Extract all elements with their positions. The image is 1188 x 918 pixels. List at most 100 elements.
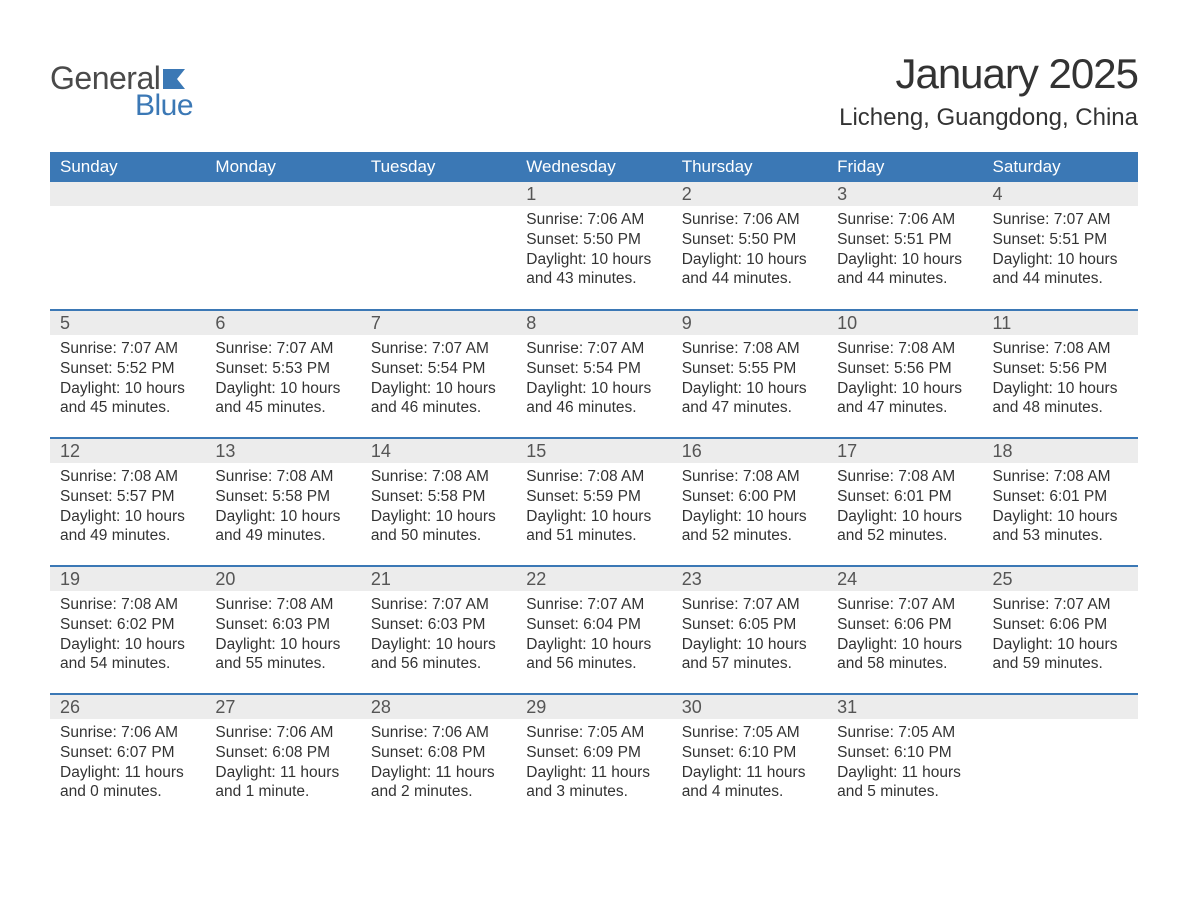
day-header-row: SundayMondayTuesdayWednesdayThursdayFrid… bbox=[50, 152, 1138, 182]
daylight-line: Daylight: 10 hours and 58 minutes. bbox=[837, 635, 972, 675]
day-body: Sunrise: 7:08 AMSunset: 6:01 PMDaylight:… bbox=[827, 463, 982, 552]
day-cell: 31Sunrise: 7:05 AMSunset: 6:10 PMDayligh… bbox=[827, 694, 982, 822]
day-number: 2 bbox=[672, 182, 827, 206]
day-body: Sunrise: 7:08 AMSunset: 6:01 PMDaylight:… bbox=[983, 463, 1138, 552]
day-body: Sunrise: 7:06 AMSunset: 5:50 PMDaylight:… bbox=[516, 206, 671, 295]
day-cell: 3Sunrise: 7:06 AMSunset: 5:51 PMDaylight… bbox=[827, 182, 982, 310]
day-number: 24 bbox=[827, 567, 982, 591]
daylight-line: Daylight: 10 hours and 43 minutes. bbox=[526, 250, 661, 290]
day-number: 27 bbox=[205, 695, 360, 719]
day-number: 22 bbox=[516, 567, 671, 591]
day-body: Sunrise: 7:07 AMSunset: 5:54 PMDaylight:… bbox=[516, 335, 671, 424]
day-number bbox=[205, 182, 360, 206]
day-cell: 22Sunrise: 7:07 AMSunset: 6:04 PMDayligh… bbox=[516, 566, 671, 694]
day-cell: 25 Sunrise: 7:07 AMSunset: 6:06 PMDayligh… bbox=[983, 566, 1138, 694]
day-body: Sunrise: 7:08 AMSunset: 5:56 PMDaylight:… bbox=[983, 335, 1138, 424]
day-header: Tuesday bbox=[361, 152, 516, 182]
daylight-line: Daylight: 10 hours and 52 minutes. bbox=[837, 507, 972, 547]
day-cell: 19Sunrise: 7:08 AMSunset: 6:02 PMDayligh… bbox=[50, 566, 205, 694]
day-number: 28 bbox=[361, 695, 516, 719]
day-number: 4 bbox=[983, 182, 1138, 206]
sunrise-line: Sunrise: 7:06 AM bbox=[682, 210, 817, 230]
sunrise-line: Sunrise: 7:06 AM bbox=[371, 723, 506, 743]
sunrise-line: Sunrise: 7:07 AM bbox=[371, 595, 506, 615]
sunrise-line: Sunrise: 7:07 AM bbox=[526, 595, 661, 615]
daylight-line: Daylight: 11 hours and 2 minutes. bbox=[371, 763, 506, 803]
sunset-line: Sunset: 6:06 PM bbox=[993, 615, 1128, 635]
day-cell bbox=[205, 182, 360, 310]
sunset-line: Sunset: 6:10 PM bbox=[682, 743, 817, 763]
day-cell: 18Sunrise: 7:08 AMSunset: 6:01 PMDayligh… bbox=[983, 438, 1138, 566]
sunset-line: Sunset: 5:53 PM bbox=[215, 359, 350, 379]
daylight-line: Daylight: 10 hours and 56 minutes. bbox=[371, 635, 506, 675]
sunrise-line: Sunrise: 7:07 AM bbox=[682, 595, 817, 615]
daylight-line: Daylight: 11 hours and 1 minute. bbox=[215, 763, 350, 803]
day-body: Sunrise: 7:06 AMSunset: 6:07 PMDaylight:… bbox=[50, 719, 205, 808]
sunrise-line: Sunrise: 7:06 AM bbox=[215, 723, 350, 743]
day-cell: 13Sunrise: 7:08 AMSunset: 5:58 PMDayligh… bbox=[205, 438, 360, 566]
day-cell: 20Sunrise: 7:08 AMSunset: 6:03 PMDayligh… bbox=[205, 566, 360, 694]
sunrise-line: Sunrise: 7:08 AM bbox=[837, 467, 972, 487]
daylight-line: Daylight: 10 hours and 59 minutes. bbox=[993, 635, 1128, 675]
sunrise-line: Sunrise: 7:07 AM bbox=[837, 595, 972, 615]
day-number: 5 bbox=[50, 311, 205, 335]
day-number: 25 bbox=[983, 567, 1138, 591]
daylight-line: Daylight: 10 hours and 52 minutes. bbox=[682, 507, 817, 547]
sunrise-line: Sunrise: 7:07 AM bbox=[993, 210, 1128, 230]
day-number: 17 bbox=[827, 439, 982, 463]
day-body: Sunrise: 7:05 AMSunset: 6:10 PMDaylight:… bbox=[672, 719, 827, 808]
day-body: Sunrise: 7:08 AMSunset: 6:00 PMDaylight:… bbox=[672, 463, 827, 552]
daylight-line: Daylight: 10 hours and 53 minutes. bbox=[993, 507, 1128, 547]
sunset-line: Sunset: 5:51 PM bbox=[993, 230, 1128, 250]
day-body: Sunrise: 7:07 AMSunset: 5:54 PMDaylight:… bbox=[361, 335, 516, 424]
day-cell: 14Sunrise: 7:08 AMSunset: 5:58 PMDayligh… bbox=[361, 438, 516, 566]
day-body: Sunrise: 7:07 AMSunset: 5:51 PMDaylight:… bbox=[983, 206, 1138, 295]
sunset-line: Sunset: 6:09 PM bbox=[526, 743, 661, 763]
day-body: Sunrise: 7:08 AMSunset: 5:59 PMDaylight:… bbox=[516, 463, 671, 552]
title-block: January 2025 Licheng, Guangdong, China bbox=[839, 50, 1138, 132]
daylight-line: Daylight: 11 hours and 0 minutes. bbox=[60, 763, 195, 803]
sunset-line: Sunset: 5:56 PM bbox=[993, 359, 1128, 379]
daylight-line: Daylight: 10 hours and 45 minutes. bbox=[215, 379, 350, 419]
logo: General Blue bbox=[50, 50, 193, 123]
sunrise-line: Sunrise: 7:08 AM bbox=[60, 467, 195, 487]
day-cell: 9Sunrise: 7:08 AMSunset: 5:55 PMDaylight… bbox=[672, 310, 827, 438]
daylight-line: Daylight: 10 hours and 49 minutes. bbox=[60, 507, 195, 547]
day-cell: 6Sunrise: 7:07 AMSunset: 5:53 PMDaylight… bbox=[205, 310, 360, 438]
daylight-line: Daylight: 10 hours and 46 minutes. bbox=[526, 379, 661, 419]
day-cell: 1Sunrise: 7:06 AMSunset: 5:50 PMDaylight… bbox=[516, 182, 671, 310]
sunset-line: Sunset: 6:02 PM bbox=[60, 615, 195, 635]
day-body: Sunrise: 7:07 AMSunset: 6:06 PMDaylight:… bbox=[827, 591, 982, 680]
daylight-line: Daylight: 10 hours and 44 minutes. bbox=[993, 250, 1128, 290]
sunrise-line: Sunrise: 7:05 AM bbox=[526, 723, 661, 743]
day-cell: 17Sunrise: 7:08 AMSunset: 6:01 PMDayligh… bbox=[827, 438, 982, 566]
day-number: 21 bbox=[361, 567, 516, 591]
daylight-line: Daylight: 10 hours and 57 minutes. bbox=[682, 635, 817, 675]
day-cell: 26Sunrise: 7:06 AMSunset: 6:07 PMDayligh… bbox=[50, 694, 205, 822]
sunset-line: Sunset: 6:03 PM bbox=[215, 615, 350, 635]
day-cell: 11Sunrise: 7:08 AMSunset: 5:56 PMDayligh… bbox=[983, 310, 1138, 438]
logo-word2: Blue bbox=[135, 89, 193, 123]
sunset-line: Sunset: 6:04 PM bbox=[526, 615, 661, 635]
sunrise-line: Sunrise: 7:07 AM bbox=[993, 595, 1128, 615]
sunrise-line: Sunrise: 7:08 AM bbox=[215, 595, 350, 615]
day-body: Sunrise: 7:06 AMSunset: 5:51 PMDaylight:… bbox=[827, 206, 982, 295]
day-cell: 16Sunrise: 7:08 AMSunset: 6:00 PMDayligh… bbox=[672, 438, 827, 566]
day-cell bbox=[361, 182, 516, 310]
day-cell: 12Sunrise: 7:08 AMSunset: 5:57 PMDayligh… bbox=[50, 438, 205, 566]
day-body: Sunrise: 7:07 AMSunset: 5:52 PMDaylight:… bbox=[50, 335, 205, 424]
sunrise-line: Sunrise: 7:07 AM bbox=[215, 339, 350, 359]
sunset-line: Sunset: 5:50 PM bbox=[526, 230, 661, 250]
day-header: Wednesday bbox=[516, 152, 671, 182]
day-number: 7 bbox=[361, 311, 516, 335]
daylight-line: Daylight: 10 hours and 44 minutes. bbox=[837, 250, 972, 290]
day-number: 9 bbox=[672, 311, 827, 335]
location: Licheng, Guangdong, China bbox=[839, 104, 1138, 132]
sunrise-line: Sunrise: 7:08 AM bbox=[60, 595, 195, 615]
sunset-line: Sunset: 5:57 PM bbox=[60, 487, 195, 507]
day-number: 1 bbox=[516, 182, 671, 206]
daylight-line: Daylight: 10 hours and 47 minutes. bbox=[837, 379, 972, 419]
sunset-line: Sunset: 6:06 PM bbox=[837, 615, 972, 635]
day-cell: 4Sunrise: 7:07 AMSunset: 5:51 PMDaylight… bbox=[983, 182, 1138, 310]
week-row: 12Sunrise: 7:08 AMSunset: 5:57 PMDayligh… bbox=[50, 438, 1138, 566]
